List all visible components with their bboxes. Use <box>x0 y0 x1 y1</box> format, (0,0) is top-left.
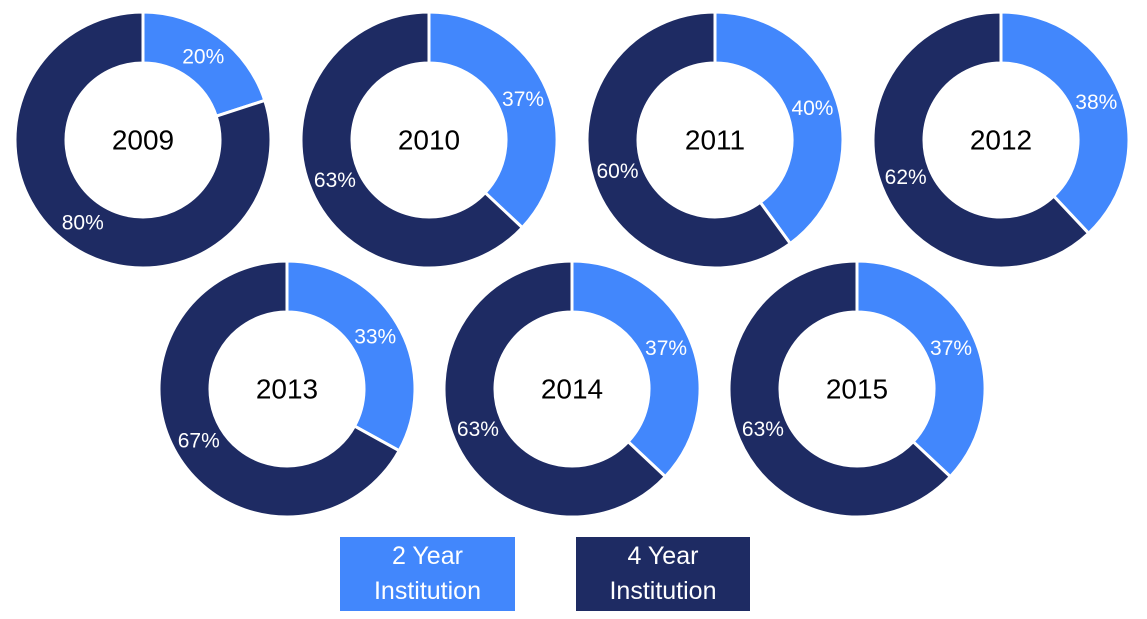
donut-chart-grid: 20% 80% 2009 37% 63% 2010 40% 60% 2011 38% 62% 2012… <box>13 10 1131 519</box>
slice-two-year-2012 <box>999 10 1131 236</box>
donut-2009: 20% 80% 2009 <box>13 10 273 270</box>
year-label-2015: 2015 <box>826 374 888 405</box>
slice-four-year-2011 <box>585 10 793 270</box>
year-label-2013: 2013 <box>256 374 318 405</box>
data-label-four-year-2014: 63% <box>457 418 499 441</box>
data-label-four-year-2011: 60% <box>597 160 639 183</box>
legend-two-year: 2 Year Institution <box>340 537 515 611</box>
slice-two-year-2013 <box>285 259 417 453</box>
data-label-two-year-2010: 37% <box>502 88 544 111</box>
donut-2014: 37% 63% 2014 <box>442 259 702 519</box>
slice-four-year-2009 <box>13 10 273 270</box>
data-label-four-year-2010: 63% <box>314 169 356 192</box>
slice-four-year-2013 <box>157 259 402 519</box>
data-label-four-year-2015: 63% <box>742 418 784 441</box>
legend-four-year: 4 Year Institution <box>576 537 750 611</box>
legend-four-year-label: 4 Year Institution <box>609 542 717 605</box>
slice-four-year-2015 <box>727 259 953 519</box>
donut-2013: 33% 67% 2013 <box>157 259 417 519</box>
year-label-2011: 2011 <box>685 125 745 156</box>
slice-two-year-2015 <box>855 259 987 479</box>
year-label-2012: 2012 <box>970 125 1032 156</box>
data-label-four-year-2013: 67% <box>178 430 220 453</box>
slice-two-year-2011 <box>713 10 845 246</box>
donut-2010: 37% 63% 2010 <box>299 10 559 270</box>
donut-2012: 38% 62% 2012 <box>871 10 1131 270</box>
data-label-four-year-2012: 62% <box>885 166 927 189</box>
data-label-two-year-2009: 20% <box>182 46 224 69</box>
year-label-2014: 2014 <box>541 374 603 405</box>
slice-four-year-2012 <box>871 10 1091 270</box>
slice-two-year-2014 <box>570 259 702 479</box>
donut-2011: 40% 60% 2011 <box>585 10 845 270</box>
data-label-two-year-2012: 38% <box>1075 91 1117 114</box>
year-label-2010: 2010 <box>398 125 460 156</box>
data-label-two-year-2011: 40% <box>791 97 833 120</box>
data-label-two-year-2015: 37% <box>930 337 972 360</box>
slice-four-year-2014 <box>442 259 668 519</box>
legend-two-year-label: 2 Year Institution <box>373 542 481 605</box>
year-label-2009: 2009 <box>112 125 174 156</box>
donut-2015: 37% 63% 2015 <box>727 259 987 519</box>
slice-two-year-2010 <box>427 10 559 230</box>
data-label-four-year-2009: 80% <box>62 211 104 234</box>
data-label-two-year-2014: 37% <box>645 337 687 360</box>
slice-four-year-2010 <box>299 10 525 270</box>
data-label-two-year-2013: 33% <box>354 325 396 348</box>
